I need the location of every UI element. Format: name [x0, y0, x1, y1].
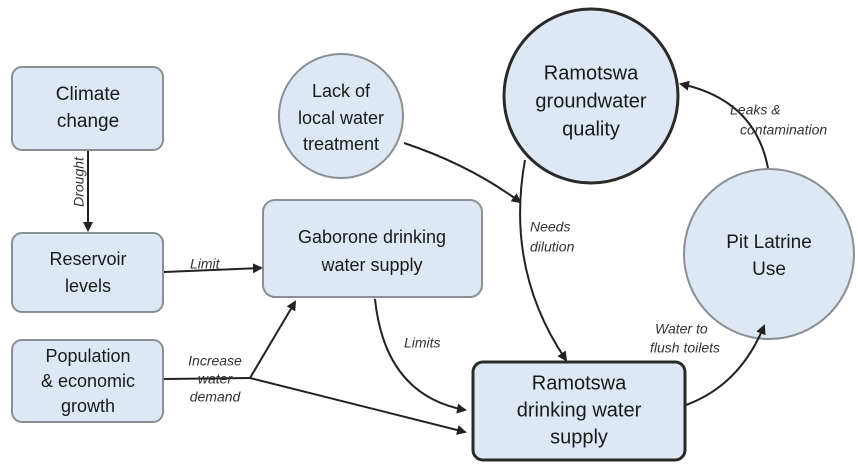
node-label: Reservoir: [49, 249, 126, 269]
arrow: [163, 377, 251, 380]
arrow: [249, 300, 297, 379]
edge-label: Limits: [404, 335, 441, 351]
node-circle: [502, 7, 680, 185]
node-label: Use: [752, 259, 786, 280]
node-box: [471, 360, 687, 462]
arrow: [403, 142, 522, 204]
node-label: levels: [65, 276, 111, 296]
arrow: [685, 324, 766, 406]
arrow: [374, 298, 467, 414]
node-label: change: [57, 111, 119, 132]
edge-label: Limit: [190, 256, 221, 272]
node-label: & economic: [41, 371, 135, 391]
edge-label: Drought: [71, 156, 87, 207]
node-label: Gaborone drinking: [298, 227, 446, 247]
edge-label: Leaks &: [730, 102, 781, 118]
edge-label: flush toilets: [650, 340, 720, 356]
node-label: Population: [45, 346, 130, 366]
node-box: [11, 232, 164, 313]
node-label: Ramotswa: [532, 372, 627, 394]
node-box: [11, 66, 164, 151]
edge-label: dilution: [530, 239, 575, 255]
node-box: [11, 339, 164, 423]
node-label: supply: [550, 426, 608, 448]
node-label: growth: [61, 396, 115, 416]
edge-label: contamination: [740, 122, 827, 138]
node-label: Climate: [56, 84, 120, 105]
node-label: treatment: [303, 134, 379, 154]
node-circle: [683, 168, 855, 340]
node-label: quality: [562, 118, 620, 140]
node-label: Lack of: [312, 81, 371, 101]
arrow: [679, 80, 769, 169]
edge-label: Water to: [655, 321, 708, 337]
arrow: [249, 377, 467, 435]
node-label: water supply: [320, 255, 422, 275]
node-label: local water: [298, 108, 384, 128]
edge-label: Increase: [188, 353, 242, 369]
arrow: [519, 159, 568, 362]
node-box: [262, 199, 483, 298]
node-circle: [278, 53, 404, 179]
node-label: Pit Latrine: [726, 232, 812, 253]
edge-label: demand: [190, 389, 242, 405]
node-label: Ramotswa: [544, 62, 639, 84]
node-label: drinking water: [517, 399, 642, 421]
arrow: [163, 263, 263, 274]
node-label: groundwater: [535, 90, 647, 112]
edge-label: Needs: [530, 219, 570, 235]
edge-label: water: [198, 371, 234, 387]
